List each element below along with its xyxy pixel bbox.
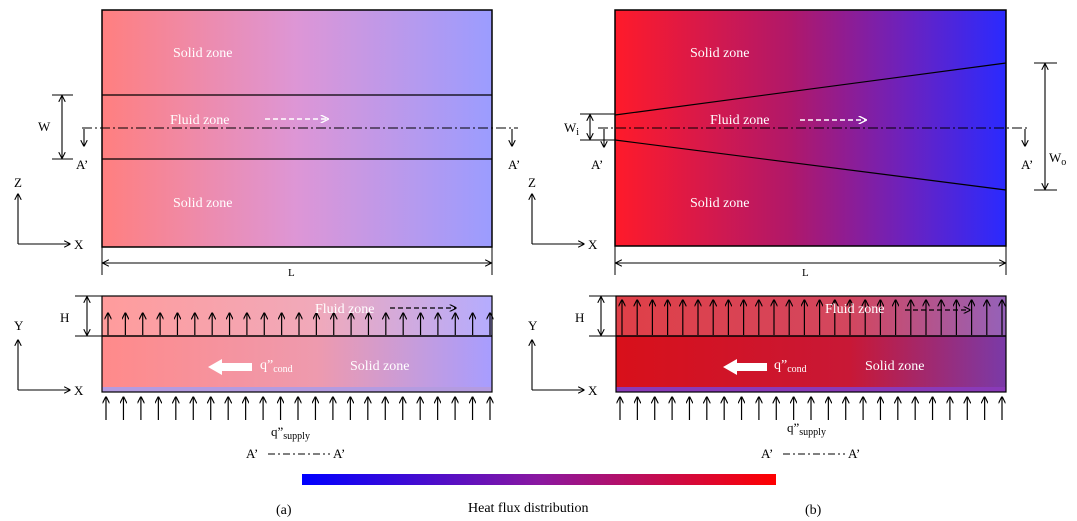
panel-b-interface-flux-arrows (622, 300, 1002, 335)
panel-b-side-solid (616, 336, 1006, 390)
panel-b-section-label-left: A’ (591, 157, 603, 172)
panel-b-section-legend-left: A’ (761, 446, 773, 461)
panel-b-height-label: H (575, 310, 584, 325)
panel-b-fluid-zone: Fluid zone (710, 113, 770, 128)
panel-a-supply-flux-arrows (106, 397, 490, 420)
panel-a-length-label: L (288, 267, 295, 279)
panel-b-section-label-right: A’ (1021, 157, 1033, 172)
panel-b-channel-top-wall (614, 62, 1007, 116)
panel-b-supply-flux-arrows (620, 397, 1002, 420)
panel-b-top-view: Solid zone Fluid zone Solid zone Wi A’ A… (528, 9, 1066, 279)
panel-a-side-solid (102, 336, 492, 390)
panel-b-side-solid-zone: Solid zone (865, 359, 925, 374)
panel-b-section-legend-right: A’ (848, 446, 860, 461)
panel-b-side-outline (615, 295, 1007, 393)
panel-a-width-label: W (38, 119, 51, 134)
panel-a-height-label: H (60, 310, 69, 325)
colorbar-gradient (302, 474, 776, 485)
panel-b-length-label: L (802, 267, 809, 279)
panel-a-top-view: Solid zone Fluid zone Solid zone W A’ A’… (14, 9, 520, 279)
panel-a-section-label-left: A’ (76, 157, 88, 172)
panel-b-side-axis-x-label: X (588, 383, 598, 398)
panel-b-supply-label: q”supply (787, 420, 826, 438)
heat-flux-colorbar: Heat flux distribution (302, 474, 776, 516)
panel-a-conduction-arrow (208, 359, 252, 375)
panel-a-conduction-label: q”cond (260, 358, 293, 375)
panel-b-side-view: Fluid zone Solid zone q”cond H q”supply … (528, 295, 1007, 461)
panel-a-side-axis-x-label: X (74, 383, 84, 398)
panel-a-section-legend-left: A’ (246, 446, 258, 461)
panel-a-side-view: Fluid zone Solid zone q”cond H q”supply … (14, 295, 493, 461)
panel-b: Solid zone Fluid zone Solid zone Wi A’ A… (528, 9, 1066, 518)
panel-a-side-base-strip (102, 387, 492, 392)
panel-a-supply-label: q”supply (271, 424, 310, 442)
panel-a-side-solid-zone: Solid zone (350, 359, 410, 374)
panel-a-top-axis-z-label: Z (14, 175, 22, 190)
panel-a-side-outline (101, 295, 493, 393)
panel-b-channel-bottom-wall (614, 139, 1007, 191)
panel-b-solid-zone-bottom: Solid zone (690, 196, 750, 211)
panel-b-side-fluid-zone: Fluid zone (825, 302, 885, 317)
panel-b-top-axis-z-label: Z (528, 175, 536, 190)
panel-b-side-base-strip (616, 387, 1006, 392)
panel-a: Solid zone Fluid zone Solid zone W A’ A’… (14, 9, 520, 518)
panel-b-top-axis-x-label: X (588, 237, 598, 252)
panel-a-caption: (a) (276, 503, 292, 518)
panel-a-solid-zone-bottom: Solid zone (173, 196, 233, 211)
panel-a-solid-zone-top: Solid zone (173, 46, 233, 61)
panel-b-inlet-width-label: Wi (564, 120, 579, 138)
panel-a-fluid-zone: Fluid zone (170, 113, 230, 128)
panel-b-conduction-arrow (723, 359, 767, 375)
panel-a-section-legend-right: A’ (333, 446, 345, 461)
panel-b-side-axis-y-label: Y (528, 318, 538, 333)
panel-b-solid-zone-top: Solid zone (690, 46, 750, 61)
panel-a-side-axis-y-label: Y (14, 318, 24, 333)
panel-b-side-fluid (616, 296, 1006, 336)
panel-a-interface-flux-arrows (108, 313, 490, 335)
panel-a-side-fluid-zone: Fluid zone (315, 302, 375, 317)
panel-b-caption: (b) (805, 503, 822, 518)
panel-b-outlet-width-label: Wo (1049, 150, 1066, 168)
panel-a-section-label-right: A’ (508, 157, 520, 172)
panel-b-conduction-label: q”cond (774, 358, 807, 375)
panel-a-top-axis-x-label: X (74, 237, 84, 252)
colorbar-label: Heat flux distribution (468, 501, 589, 516)
